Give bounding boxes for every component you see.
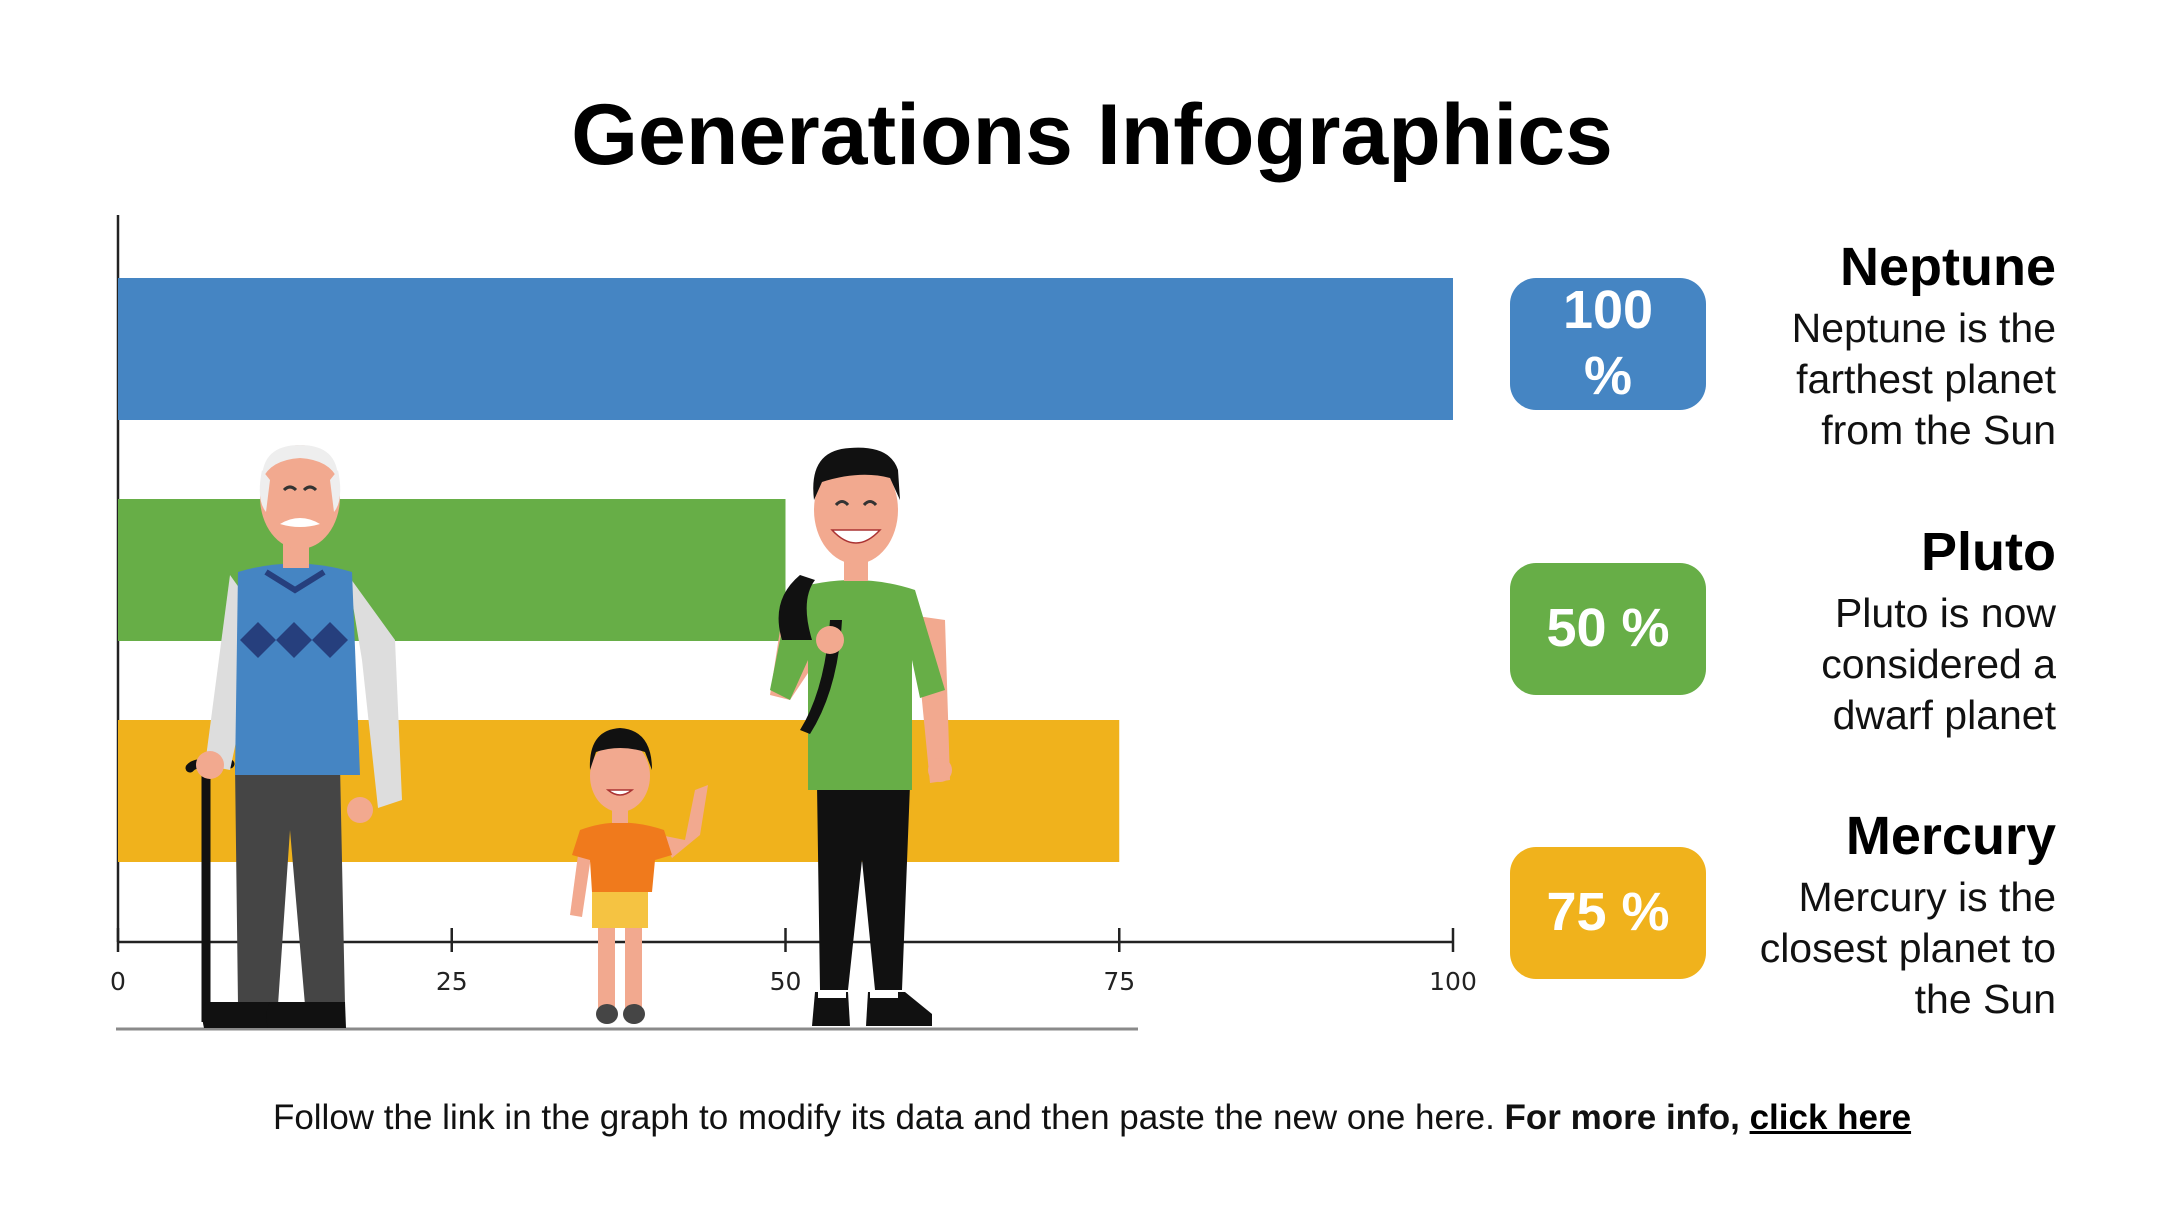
young-man-illustration bbox=[770, 447, 952, 1026]
x-axis-ticks: 0 25 50 75 100 bbox=[110, 928, 1477, 996]
footer-bold-text: For more info, bbox=[1504, 1098, 1740, 1137]
planet-description: Neptune is the farthest planet from the … bbox=[1791, 305, 2056, 454]
child-illustration bbox=[570, 728, 708, 1024]
planet-card-neptune: Neptune Neptune is the farthest planet f… bbox=[1720, 237, 2056, 456]
x-tick-label: 0 bbox=[110, 967, 126, 996]
bar-0 bbox=[118, 278, 1453, 420]
planet-card-pluto: Pluto Pluto is now considered a dwarf pl… bbox=[1720, 522, 2056, 741]
click-here-link[interactable]: click here bbox=[1749, 1098, 1912, 1137]
percent-badge-label: 75 % bbox=[1546, 882, 1670, 943]
percent-badge-label: 100 % bbox=[1562, 280, 1654, 406]
planet-name: Mercury bbox=[1845, 806, 2056, 866]
bar-1 bbox=[118, 499, 786, 641]
x-tick-label: 75 bbox=[1103, 967, 1135, 996]
x-tick-label: 50 bbox=[770, 967, 802, 996]
x-tick-label: 100 bbox=[1429, 967, 1477, 996]
planet-description: Mercury is the closest planet to the Sun bbox=[1759, 874, 2056, 1023]
footer-text: Follow the link in the graph to modify i… bbox=[272, 1098, 1495, 1137]
footer-note: Follow the link in the graph to modify i… bbox=[0, 1098, 2160, 1138]
planet-name: Neptune bbox=[1840, 237, 2056, 297]
percent-badge-mercury: 75 % bbox=[1510, 847, 1706, 979]
x-tick-label: 25 bbox=[436, 967, 468, 996]
planet-description: Pluto is now considered a dwarf planet bbox=[1821, 590, 2056, 739]
planet-card-mercury: Mercury Mercury is the closest planet to… bbox=[1720, 806, 2056, 1025]
percent-badge-neptune: 100 % bbox=[1510, 278, 1706, 410]
planet-name: Pluto bbox=[1921, 522, 2056, 582]
slide-title: Generations Infographics bbox=[571, 87, 1613, 183]
grandfather-illustration bbox=[185, 445, 402, 1028]
percent-badge-pluto: 50 % bbox=[1510, 563, 1706, 695]
percent-badge-label: 50 % bbox=[1546, 598, 1670, 659]
